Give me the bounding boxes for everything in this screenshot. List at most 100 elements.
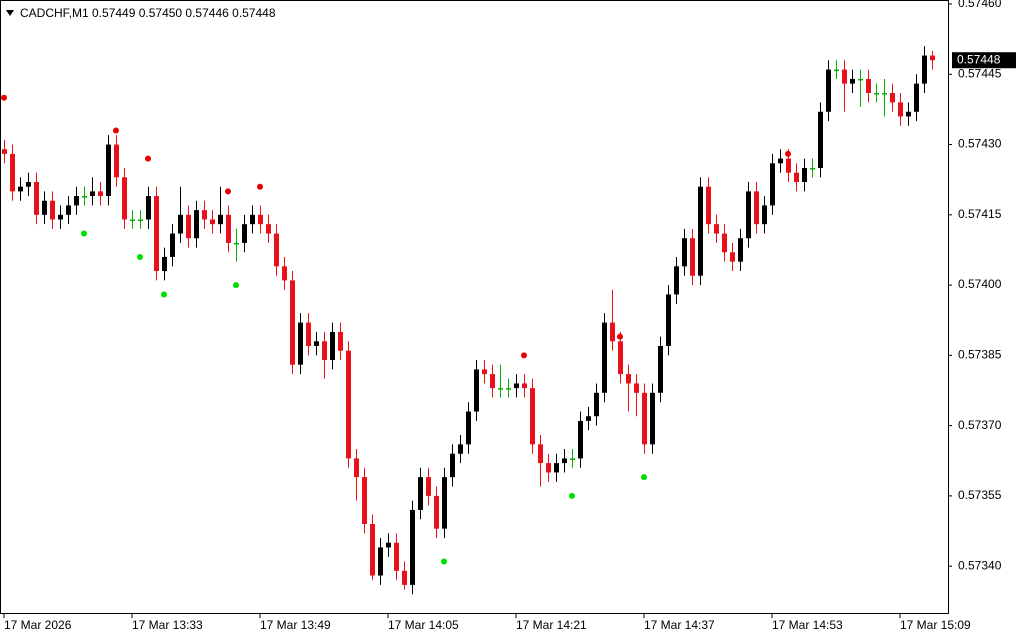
candle-body: [562, 458, 567, 464]
candle-body: [930, 55, 935, 61]
candle-body: [802, 167, 807, 183]
candle-body: [434, 495, 439, 529]
signal-dot: [521, 352, 527, 359]
signal-dot: [233, 282, 239, 289]
candle-body: [570, 458, 575, 460]
candle-body: [234, 242, 239, 245]
candle-body: [754, 191, 759, 225]
candle-body: [834, 69, 839, 72]
candle-body: [330, 331, 335, 361]
price-label: 0.57448: [957, 52, 1001, 66]
candle-body: [266, 224, 271, 234]
candle-body: [714, 224, 719, 234]
candle-body: [674, 266, 679, 295]
candle-body: [322, 341, 327, 361]
candle-body: [282, 266, 287, 281]
candle-body: [706, 186, 711, 225]
signal-dot: [145, 155, 151, 162]
candle-body: [466, 411, 471, 445]
signal-dot: [81, 230, 87, 237]
candle-body: [98, 191, 103, 197]
candle-body: [882, 93, 887, 95]
candle-body: [642, 392, 647, 445]
candle-body: [666, 294, 671, 346]
signal-dot: [257, 183, 263, 190]
candle-body: [402, 570, 407, 585]
candle-body: [618, 341, 623, 375]
x-tick-label: 17 Mar 2026: [4, 618, 72, 632]
candle-body: [50, 200, 55, 220]
candle-body: [906, 111, 911, 117]
candle-body: [922, 55, 927, 84]
x-tick-label: 17 Mar 13:49: [260, 618, 331, 632]
candle-body: [450, 453, 455, 478]
candle-body: [858, 78, 863, 81]
candle-body: [274, 233, 279, 267]
signal-dot: [1, 94, 7, 101]
candle-body: [586, 416, 591, 421]
candle-body: [826, 69, 831, 112]
candle-body: [538, 444, 543, 464]
signal-dot: [569, 492, 575, 499]
candle-body: [202, 210, 207, 220]
candle-body: [90, 191, 95, 197]
candle-body: [890, 93, 895, 103]
candle-body: [762, 205, 767, 225]
candle-body: [650, 392, 655, 445]
candle-body: [18, 186, 23, 192]
candle-body: [226, 214, 231, 243]
candle-body: [498, 388, 503, 390]
candle-body: [122, 177, 127, 220]
y-tick-label: 0.57340: [958, 558, 1002, 572]
candle-body: [354, 458, 359, 478]
candle-body: [378, 547, 383, 576]
candle-body: [258, 214, 263, 225]
candle-body: [722, 233, 727, 253]
price-label-bg: [952, 52, 1016, 69]
y-tick-label: 0.57415: [958, 207, 1002, 221]
x-tick-label: 17 Mar 15:09: [900, 618, 971, 632]
candle-body: [178, 214, 183, 234]
candle-body: [306, 322, 311, 346]
candle-body: [530, 388, 535, 445]
signal-dot: [225, 188, 231, 195]
y-tick-label: 0.57460: [958, 0, 1002, 10]
candle-body: [778, 158, 783, 164]
y-tick-label: 0.57430: [958, 137, 1002, 151]
candle-body: [146, 196, 151, 220]
candle-body: [810, 167, 815, 170]
candle-body: [346, 350, 351, 459]
candle-body: [546, 463, 551, 473]
y-tick-label: 0.57355: [958, 488, 1002, 502]
candle-body: [786, 158, 791, 173]
x-tick-label: 17 Mar 13:33: [132, 618, 203, 632]
signal-dot: [161, 291, 167, 298]
candle-body: [426, 477, 431, 496]
plot-frame: [0, 0, 949, 614]
candle-body: [250, 214, 255, 225]
signal-dot: [137, 253, 143, 260]
candle-body: [186, 214, 191, 239]
candle-body: [514, 383, 519, 389]
x-tick-label: 17 Mar 14:05: [388, 618, 459, 632]
candle-body: [746, 191, 751, 239]
x-tick-label: 17 Mar 14:53: [772, 618, 843, 632]
candle-body: [394, 542, 399, 571]
candle-body: [610, 322, 615, 342]
candle-body: [842, 69, 847, 84]
candle-body: [866, 78, 871, 94]
candle-body: [34, 182, 39, 215]
candle-body: [554, 463, 559, 473]
candle-body: [690, 238, 695, 276]
candle-body: [362, 477, 367, 524]
candle-body: [818, 111, 823, 168]
signal-dot: [617, 333, 623, 340]
candle-body: [338, 331, 343, 351]
candle-body: [506, 388, 511, 390]
menu-arrow[interactable]: [6, 10, 14, 16]
candle-body: [210, 219, 215, 225]
candle-body: [10, 153, 15, 192]
candle-body: [738, 238, 743, 262]
candle-body: [290, 280, 295, 365]
